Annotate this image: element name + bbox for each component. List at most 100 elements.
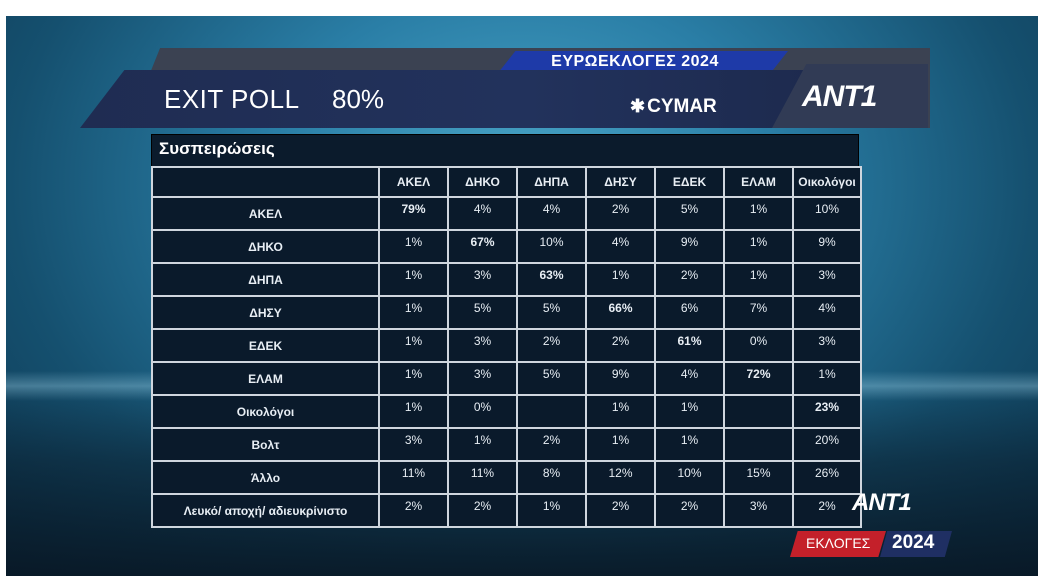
table-row: ΔΗΚΟ 1% 67% 10% 4% 9% 1% 9%	[151, 229, 862, 264]
retention-cell: 72%	[723, 361, 794, 396]
table-cell: 1%	[378, 262, 449, 297]
table-cell: 10%	[654, 460, 725, 495]
table-cell: 1%	[723, 262, 794, 297]
table-cell: 1%	[516, 493, 587, 528]
table-row: ΕΛΑΜ 1% 3% 5% 9% 4% 72% 1%	[151, 361, 862, 396]
retention-cell: 23%	[792, 394, 862, 429]
table-cell: 1%	[378, 229, 449, 264]
column-header: ΔΗΣΥ	[585, 166, 656, 198]
subtitle-label: ΕΥΡΩΕΚΛΟΓΕΣ 2024	[551, 53, 719, 70]
table-cell: 20%	[792, 427, 862, 462]
pollster-logo: ✱ CYMAR	[630, 96, 717, 118]
table-cell: 2%	[585, 493, 656, 528]
table-row: Λευκό/ αποχή/ αδιευκρίνιστο 2% 2% 1% 2% 2% 3% 2…	[151, 493, 862, 528]
table-cell: 2%	[654, 493, 725, 528]
row-label: ΔΗΚΟ	[151, 229, 380, 264]
panel-title: Συσπειρώσεις	[159, 139, 275, 158]
header-banner	[80, 70, 820, 128]
table-cell: 6%	[654, 295, 725, 330]
elections-tag	[790, 531, 886, 557]
retention-cell: 66%	[585, 295, 656, 330]
table-cell: 5%	[516, 295, 587, 330]
elections-label: ΕΚΛΟΓΕΣ	[806, 535, 871, 551]
table-cell: 9%	[654, 229, 725, 264]
table-row: Βολτ 3% 1% 2% 1% 1% 20%	[151, 427, 862, 462]
row-label: Άλλο	[151, 460, 380, 495]
table-cell: 5%	[447, 295, 518, 330]
subtitle-tab	[498, 51, 788, 73]
retention-cell: 79%	[378, 196, 449, 231]
column-header: Οικολόγοι	[792, 166, 862, 198]
table-cell: 0%	[447, 394, 518, 429]
table-cell: 1%	[585, 262, 656, 297]
table-cell: 1%	[378, 295, 449, 330]
column-header: ΔΗΚΟ	[447, 166, 518, 198]
table-cell: 3%	[447, 328, 518, 363]
table-cell: 1%	[585, 394, 656, 429]
footer-channel-logo: ANT1	[852, 489, 912, 516]
corner-cell	[151, 166, 380, 198]
table-cell: 2%	[516, 427, 587, 462]
table-cell: 3%	[447, 361, 518, 396]
row-label: ΕΛΑΜ	[151, 361, 380, 396]
table-cell: 1%	[378, 328, 449, 363]
table-cell: 1%	[792, 361, 862, 396]
table-cell: 1%	[447, 427, 518, 462]
column-header: ΑΚΕΛ	[378, 166, 449, 198]
table-cell: 26%	[792, 460, 862, 495]
table-row: ΑΚΕΛ 79% 4% 4% 2% 5% 1% 10%	[151, 196, 862, 231]
table-cell: 2%	[585, 196, 656, 231]
table-row: ΔΗΣΥ 1% 5% 5% 66% 6% 7% 4%	[151, 295, 862, 330]
row-label: ΕΔΕΚ	[151, 328, 380, 363]
column-header: ΕΛΑΜ	[723, 166, 794, 198]
table-cell: 11%	[378, 460, 449, 495]
table-cell: 0%	[723, 328, 794, 363]
table-cell: 1%	[723, 196, 794, 231]
table-cell: 3%	[792, 262, 862, 297]
channel-logo-text: ANT1	[802, 80, 877, 113]
table-cell: 15%	[723, 460, 794, 495]
table-row: ΔΗΠΑ 1% 3% 63% 1% 2% 1% 3%	[151, 262, 862, 297]
table-cell: 1%	[654, 427, 725, 462]
table-cell	[723, 427, 794, 462]
table-cell: 8%	[516, 460, 587, 495]
table-cell: 3%	[723, 493, 794, 528]
table-header-row: ΑΚΕΛ ΔΗΚΟ ΔΗΠΑ ΔΗΣΥ ΕΔΕΚ ΕΛΑΜ Οικολόγοι	[151, 166, 862, 198]
table-cell: 9%	[585, 361, 656, 396]
row-label: ΔΗΠΑ	[151, 262, 380, 297]
table-body: ΑΚΕΛ 79% 4% 4% 2% 5% 1% 10% ΔΗΚΟ 1% 67% 10% 4% 9% 1% 9%…	[151, 196, 862, 528]
table-cell: 4%	[654, 361, 725, 396]
table-row: ΕΔΕΚ 1% 3% 2% 2% 61% 0% 3%	[151, 328, 862, 363]
elections-year: 2024	[892, 532, 935, 553]
table-cell: 3%	[378, 427, 449, 462]
table-row: Άλλο 11% 11% 8% 12% 10% 15% 26%	[151, 460, 862, 495]
table-cell: 3%	[792, 328, 862, 363]
column-header: ΔΗΠΑ	[516, 166, 587, 198]
column-header: ΕΔΕΚ	[654, 166, 725, 198]
table-cell: 2%	[585, 328, 656, 363]
table-cell: 1%	[723, 229, 794, 264]
row-label: Βολτ	[151, 427, 380, 462]
table-cell: 4%	[516, 196, 587, 231]
row-label: ΔΗΣΥ	[151, 295, 380, 330]
table-cell: 10%	[516, 229, 587, 264]
table-cell: 1%	[378, 394, 449, 429]
table-cell	[516, 394, 587, 429]
table-cell: 1%	[654, 394, 725, 429]
table-cell: 1%	[585, 427, 656, 462]
table-row: Οικολόγοι 1% 0% 1% 1% 23%	[151, 394, 862, 429]
table-cell: 7%	[723, 295, 794, 330]
table-cell: 4%	[585, 229, 656, 264]
table-cell: 5%	[654, 196, 725, 231]
table-cell: 9%	[792, 229, 862, 264]
table-cell: 10%	[792, 196, 862, 231]
table-cell: 2%	[792, 493, 862, 528]
table-cell: 2%	[654, 262, 725, 297]
table-cell: 2%	[516, 328, 587, 363]
retention-cell: 63%	[516, 262, 587, 297]
channel-logo: ANT1	[802, 80, 877, 114]
table-cell	[723, 394, 794, 429]
table-cell: 4%	[792, 295, 862, 330]
retention-cell: 67%	[447, 229, 518, 264]
table-cell: 11%	[447, 460, 518, 495]
